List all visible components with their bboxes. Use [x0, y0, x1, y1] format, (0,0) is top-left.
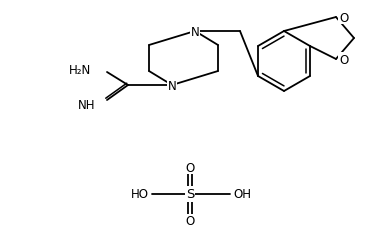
Text: OH: OH: [233, 188, 251, 201]
Text: NH: NH: [77, 98, 95, 111]
Text: O: O: [339, 11, 348, 24]
Text: S: S: [186, 188, 194, 201]
Text: O: O: [185, 215, 195, 228]
Text: H₂N: H₂N: [69, 63, 91, 76]
Text: HO: HO: [131, 188, 149, 201]
Text: N: N: [167, 79, 177, 92]
Text: O: O: [185, 161, 195, 174]
Text: O: O: [339, 53, 348, 66]
Text: N: N: [191, 25, 199, 38]
